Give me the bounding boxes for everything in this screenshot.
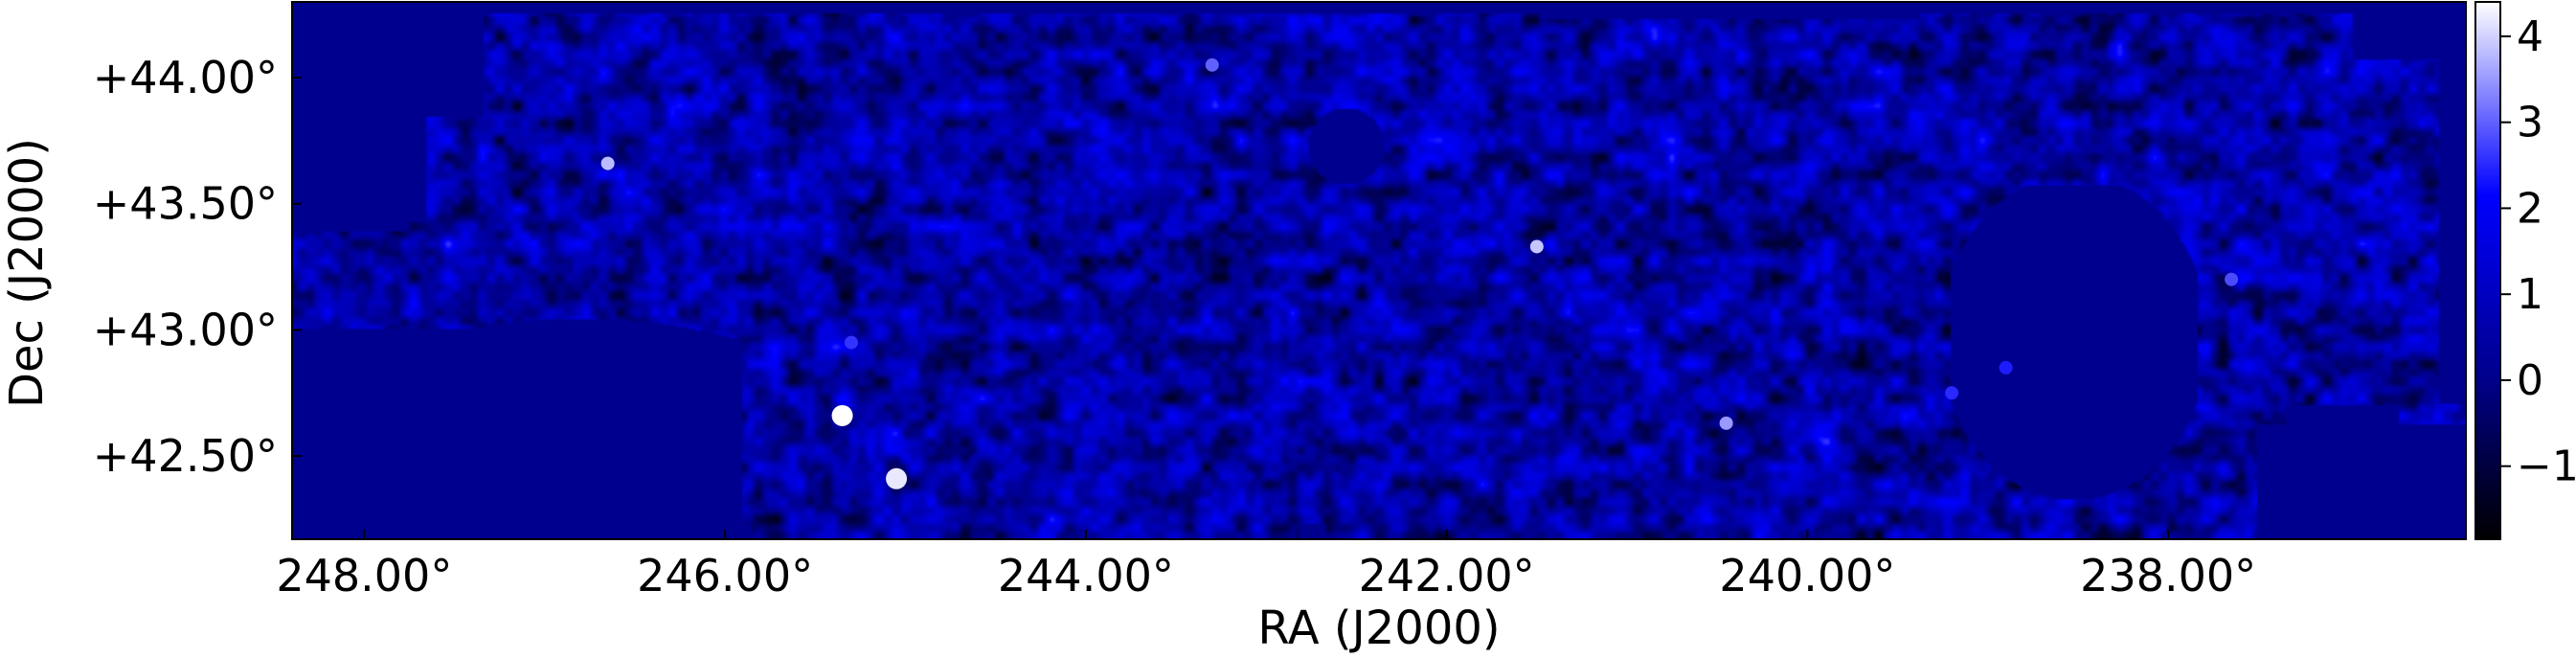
y-tick-label: +44.00° [93, 52, 278, 103]
x-axis: 248.00° 246.00° 244.00° 242.00° 240.00° 238.0… [276, 530, 2256, 601]
colorbar-ticks: −1 0 1 2 3 4 [2500, 12, 2576, 491]
x-tick-label: 248.00° [276, 550, 452, 601]
bright-source [844, 335, 858, 350]
x-axis-label: RA (J2000) [1257, 601, 1500, 655]
bright-source [2225, 272, 2239, 286]
bright-source [1205, 57, 1219, 72]
colorbar-tick-label: 1 [2517, 270, 2543, 319]
bright-source [1719, 416, 1733, 430]
bright-sources [600, 57, 2239, 489]
x-tick-label: 238.00° [2080, 550, 2256, 601]
colorbar-tick-label: 4 [2517, 12, 2543, 61]
x-tick-label: 240.00° [1719, 550, 1895, 601]
colorbar-tick-label: −1 [2517, 442, 2576, 491]
colorbar-gradient [2474, 1, 2501, 540]
heatmap-plot [291, 1, 2467, 540]
y-tick-label: +42.50° [93, 430, 278, 482]
bright-source [1529, 239, 1544, 254]
colorbar-tick-label: 2 [2517, 184, 2543, 233]
bright-source [831, 404, 853, 426]
colorbar-tick-label: 0 [2517, 356, 2543, 405]
colorbar-tick-label: 3 [2517, 99, 2543, 147]
bright-source [1945, 386, 1959, 400]
colorbar: −1 0 1 2 3 4 [2474, 1, 2576, 540]
bright-source [886, 467, 908, 489]
x-tick-label: 246.00° [637, 550, 813, 601]
y-axis-label: Dec (J2000) [0, 138, 54, 408]
plot-frame [291, 1, 2467, 540]
x-tick-label: 242.00° [1359, 550, 1535, 601]
x-tick-label: 244.00° [998, 550, 1174, 601]
y-tick-label: +43.50° [93, 178, 278, 230]
bright-source [600, 156, 615, 170]
y-axis: +42.50° +43.00° +43.50° +44.00° [93, 52, 302, 482]
y-tick-label: +43.00° [93, 304, 278, 355]
heatmap-image [292, 2, 2466, 539]
bright-source [1999, 360, 2013, 374]
